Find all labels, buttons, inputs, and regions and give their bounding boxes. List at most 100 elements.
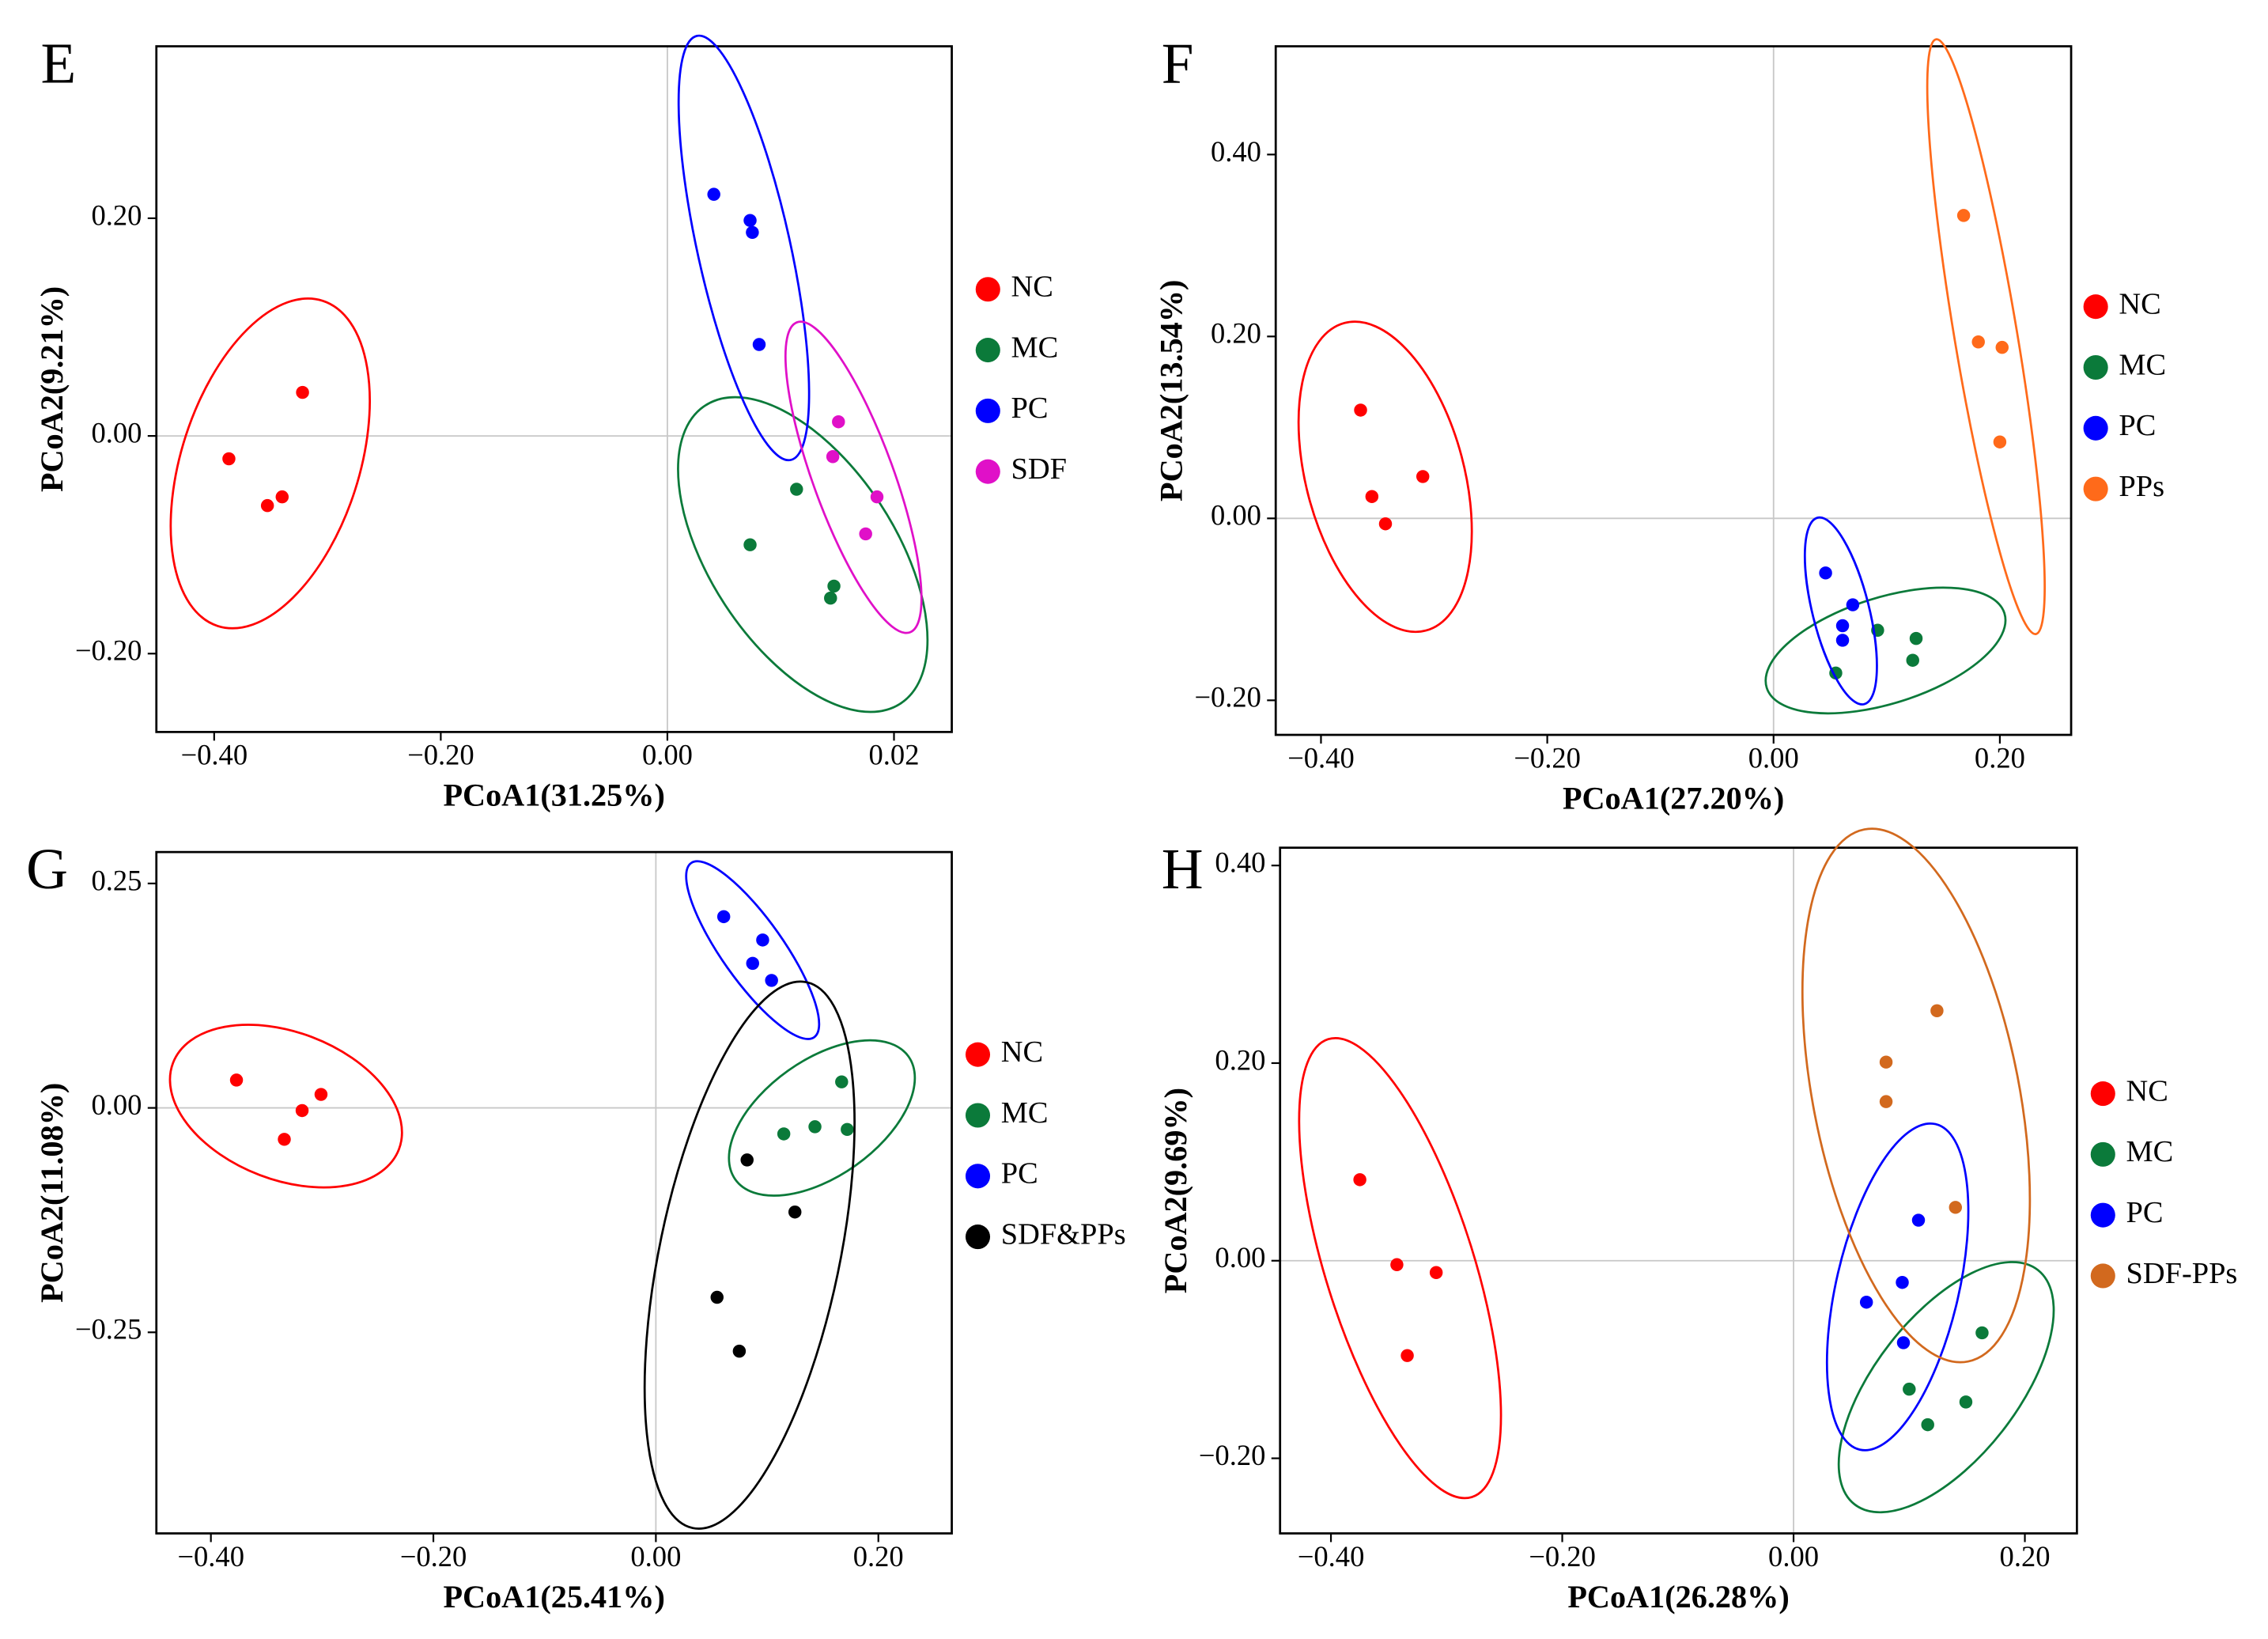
legend-marker xyxy=(975,459,1000,484)
point xyxy=(260,498,274,513)
y-axis-title: PCoA2(9.21%) xyxy=(34,286,70,492)
point xyxy=(1879,1055,1893,1069)
x-tick-label: 0.20 xyxy=(2000,1540,2051,1573)
legend-label: NC xyxy=(2126,1074,2168,1107)
legend-label: NC xyxy=(2119,288,2160,321)
point xyxy=(710,1290,724,1304)
plot-frame xyxy=(1274,45,2073,736)
x-tick-label: −0.40 xyxy=(181,739,248,771)
confidence-ellipse xyxy=(1298,1037,1503,1500)
confidence-ellipse xyxy=(677,34,811,462)
point xyxy=(832,414,845,429)
point xyxy=(1906,653,1919,667)
y-tick-label: −0.20 xyxy=(75,634,142,667)
point xyxy=(1971,335,1985,349)
point xyxy=(222,452,236,466)
legend-marker xyxy=(2090,1141,2115,1167)
point xyxy=(314,1088,328,1101)
x-tick-label: −0.40 xyxy=(1287,741,1355,774)
y-tick-label: 0.20 xyxy=(91,199,142,231)
point xyxy=(1995,340,2009,354)
y-tick-label: 0.20 xyxy=(1211,317,1261,350)
point xyxy=(827,579,841,593)
legend-marker xyxy=(2083,476,2108,502)
point xyxy=(743,214,757,227)
y-tick-label: 0.20 xyxy=(1215,1043,1265,1076)
y-tick-label: 0.00 xyxy=(91,416,142,449)
point xyxy=(1378,517,1393,531)
legend-marker xyxy=(2083,294,2108,320)
point xyxy=(746,956,759,971)
x-tick-label: 0.20 xyxy=(1975,741,2025,774)
point xyxy=(1416,470,1430,483)
x-tick-label: 0.02 xyxy=(869,739,920,771)
confidence-ellipse xyxy=(169,297,371,630)
point xyxy=(296,385,309,399)
confidence-ellipse xyxy=(728,1039,917,1197)
point xyxy=(743,538,757,551)
point xyxy=(1429,1266,1443,1279)
legend-marker xyxy=(975,398,1000,423)
panel-label: G xyxy=(26,837,68,901)
legend-label: MC xyxy=(1011,331,1059,364)
legend-marker xyxy=(975,338,1000,363)
plot-frame xyxy=(1279,846,2078,1535)
point xyxy=(1835,619,1850,633)
y-tick-label: 0.40 xyxy=(1215,846,1265,879)
plot-frame xyxy=(155,45,953,733)
legend-label: PC xyxy=(2126,1196,2164,1229)
point xyxy=(1896,1336,1911,1349)
legend-marker xyxy=(2090,1081,2115,1107)
point xyxy=(1859,1295,1873,1309)
legend-marker xyxy=(965,1164,991,1189)
x-axis-title: PCoA1(25.41%) xyxy=(443,1579,664,1614)
point xyxy=(808,1120,822,1134)
point xyxy=(790,483,803,496)
x-tick-label: −0.40 xyxy=(177,1540,244,1573)
confidence-ellipse xyxy=(1803,516,1878,706)
x-tick-label: −0.20 xyxy=(1514,741,1581,774)
point xyxy=(1896,1276,1909,1289)
point xyxy=(707,187,720,201)
x-tick-label: 0.00 xyxy=(1748,741,1799,774)
panel-label: E xyxy=(40,32,76,96)
point xyxy=(746,225,759,240)
point xyxy=(716,910,731,924)
point xyxy=(756,933,769,947)
y-axis-title: PCoA2(13.54%) xyxy=(1153,280,1189,502)
point xyxy=(752,338,766,351)
point xyxy=(295,1103,309,1118)
point xyxy=(732,1344,747,1358)
point xyxy=(841,1122,854,1137)
x-tick-label: −0.20 xyxy=(1529,1540,1596,1573)
legend-label: NC xyxy=(1001,1035,1043,1069)
point xyxy=(1921,1418,1934,1432)
x-tick-label: −0.20 xyxy=(407,739,474,771)
y-axis-title: PCoA2(9.69%) xyxy=(1158,1088,1193,1293)
point xyxy=(1911,1213,1926,1227)
legend-label: SDF xyxy=(1011,452,1067,486)
confidence-ellipse xyxy=(677,396,929,714)
point xyxy=(278,1133,291,1146)
legend-label: PPs xyxy=(2119,470,2164,503)
point xyxy=(1975,1326,1989,1340)
legend-marker xyxy=(2083,415,2108,441)
point xyxy=(870,490,884,504)
point xyxy=(1819,566,1832,580)
point xyxy=(1365,490,1379,503)
point xyxy=(777,1127,791,1141)
legend-marker xyxy=(975,277,1000,302)
confidence-ellipse xyxy=(1801,827,2032,1364)
confidence-ellipse xyxy=(1926,38,2046,636)
x-tick-label: 0.00 xyxy=(630,1540,681,1573)
point xyxy=(1835,634,1850,647)
confidence-ellipse xyxy=(1297,320,1473,634)
legend-label: PC xyxy=(2119,409,2156,442)
x-tick-label: 0.00 xyxy=(642,739,693,771)
legend-label: SDF-PPs xyxy=(2126,1257,2238,1290)
x-tick-label: −0.40 xyxy=(1298,1540,1365,1573)
confidence-ellipse xyxy=(685,860,821,1040)
legend-marker xyxy=(2090,1263,2115,1289)
legend-marker xyxy=(2083,354,2108,380)
